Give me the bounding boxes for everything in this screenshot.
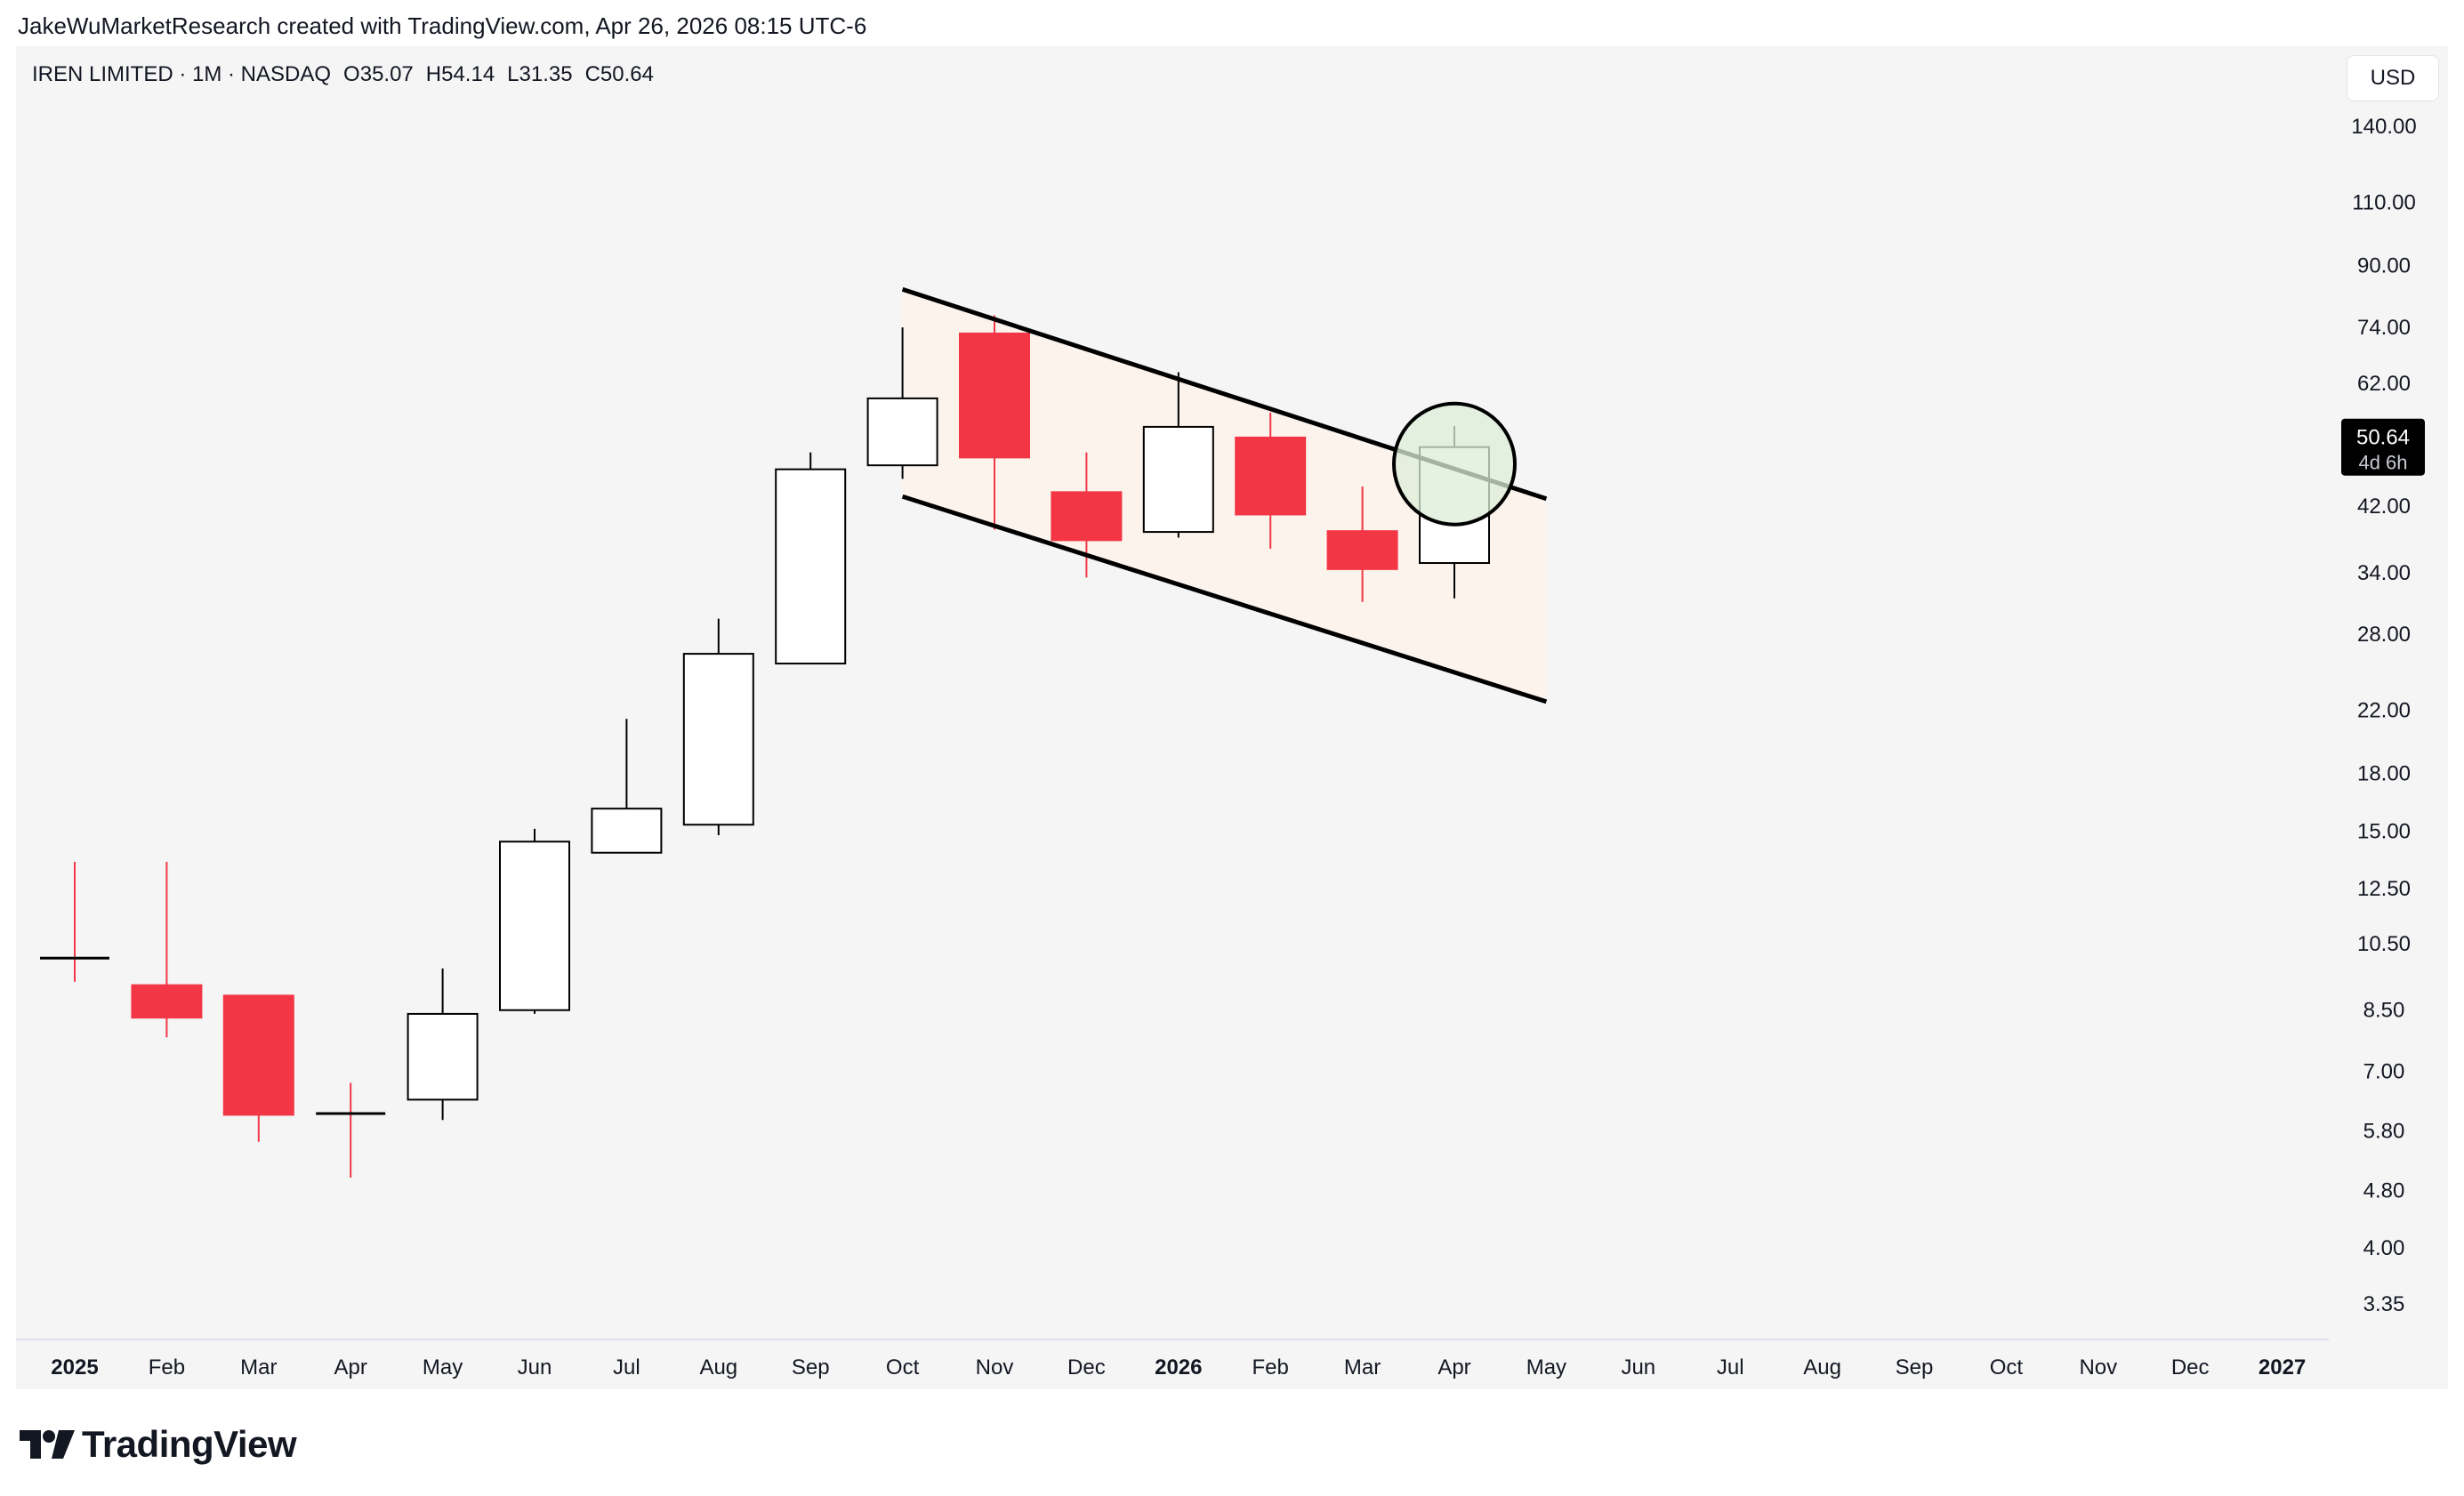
y-tick-label: 34.00: [2357, 561, 2411, 585]
candle-body-up: [499, 840, 570, 1011]
highlight-circle: [1392, 401, 1517, 527]
x-tick-label: Nov: [2079, 1355, 2117, 1379]
x-tick-label: 2025: [51, 1355, 98, 1379]
x-axis: 2025 Feb Mar Apr May Jun Jul Aug Sep Oct Nov Dec 202…: [16, 1339, 2329, 1379]
candle: [1051, 452, 1123, 578]
candle-body-down: [1235, 436, 1307, 516]
y-tick-label: 3.35: [2363, 1292, 2405, 1316]
x-tick-label: Aug: [1803, 1355, 1841, 1379]
currency-selector[interactable]: USD: [2347, 55, 2439, 101]
y-tick-label: 4.80: [2363, 1178, 2405, 1202]
candle: [682, 618, 754, 836]
y-tick-label: 10.50: [2357, 932, 2411, 956]
legend-symbol: IREN LIMITED · 1M · NASDAQ: [32, 62, 332, 86]
x-tick-label: May: [423, 1355, 463, 1379]
x-tick-label: Apr: [334, 1355, 367, 1379]
candle: [407, 968, 479, 1121]
candle-body-up: [775, 468, 847, 665]
candle: [591, 719, 663, 854]
y-tick-label: 140.00: [2351, 115, 2416, 139]
candle: [959, 315, 1030, 530]
x-tick-label: Dec: [2171, 1355, 2210, 1379]
y-tick-label: 110.00: [2352, 191, 2416, 215]
candles-layer: [40, 315, 1490, 1178]
x-tick-label: Jul: [613, 1355, 640, 1379]
candle-body-down: [1326, 530, 1398, 570]
x-tick-label: May: [1526, 1355, 1566, 1379]
candle: [131, 862, 203, 1038]
x-tick-label: 2026: [1155, 1355, 1202, 1379]
y-tick-label: 18.00: [2357, 762, 2411, 786]
candle: [499, 828, 570, 1014]
chart-panel[interactable]: [16, 46, 2448, 1389]
x-tick-label: Aug: [699, 1355, 737, 1379]
y-tick-label: 8.50: [2363, 999, 2405, 1023]
price-badge-value: 50.64: [2356, 426, 2410, 450]
channel-lower-line: [901, 494, 1548, 704]
candle-body-down: [959, 332, 1030, 459]
y-tick-label: 74.00: [2357, 316, 2411, 340]
chart-credit: JakeWuMarketResearch created with Tradin…: [18, 12, 867, 39]
x-tick-label: Nov: [976, 1355, 1014, 1379]
price-badge-bg: [2341, 418, 2425, 476]
x-tick-label: Apr: [1437, 1355, 1470, 1379]
channel-fill: [902, 289, 1547, 702]
legend-close: C50.64: [584, 62, 654, 86]
y-tick-label: 12.50: [2357, 877, 2411, 901]
candle-body-up: [682, 653, 754, 826]
candle-body-down: [222, 994, 294, 1116]
legend-low: L31.35: [507, 62, 573, 86]
y-tick-label: 4.00: [2363, 1236, 2405, 1260]
candle-body-up: [1142, 425, 1214, 534]
candle-body-down: [1051, 491, 1123, 542]
channel-layer: [902, 289, 1547, 702]
y-tick-label: 62.00: [2357, 372, 2411, 396]
tradingview-brand[interactable]: TradingView: [20, 1421, 297, 1468]
y-tick-label: 42.00: [2357, 495, 2411, 519]
x-tick-label: Jul: [1717, 1355, 1744, 1379]
x-tick-label: Mar: [240, 1355, 277, 1379]
legend-high: H54.14: [425, 62, 495, 86]
x-tick-label: Feb: [149, 1355, 185, 1379]
candle-body-up: [407, 1012, 479, 1101]
x-tick-label: Jun: [518, 1355, 552, 1379]
x-tick-label: 2027: [2259, 1355, 2306, 1379]
candle: [1235, 412, 1307, 549]
candle: [316, 1082, 386, 1178]
x-tick-label: Sep: [1896, 1355, 1934, 1379]
legend-open: O35.07: [343, 62, 414, 86]
y-axis: 3.35 4.00 4.80 5.80 7.00 8.50 10.50 12.50 15.00 1…: [2351, 115, 2416, 1316]
y-tick-label: 15.00: [2357, 819, 2411, 843]
symbol-legend: IREN LIMITED · 1M · NASDAQ O35.07 H54.14 L3…: [32, 62, 666, 87]
candle: [1142, 372, 1214, 538]
x-tick-label: Oct: [1990, 1355, 2024, 1379]
y-tick-label: 5.80: [2363, 1119, 2405, 1143]
x-tick-label: Mar: [1344, 1355, 1381, 1379]
x-tick-label: Sep: [792, 1355, 830, 1379]
x-tick-label: Feb: [1252, 1355, 1289, 1379]
candle: [1326, 486, 1398, 602]
x-tick-label: Dec: [1067, 1355, 1106, 1379]
candle-body-down: [131, 984, 203, 1019]
candle: [866, 327, 938, 479]
x-tick-label: Oct: [886, 1355, 920, 1379]
candle-body-up: [591, 808, 663, 854]
y-tick-label: 22.00: [2357, 698, 2411, 722]
candle: [222, 994, 294, 1142]
y-tick-label: 28.00: [2357, 623, 2411, 647]
price-badge-countdown: 4d 6h: [2358, 452, 2407, 474]
annotation-layer: [901, 286, 1548, 704]
y-tick-label: 90.00: [2357, 254, 2411, 278]
x-tick-label: Jun: [1621, 1355, 1655, 1379]
candle: [775, 452, 847, 665]
candle-body-up: [866, 397, 938, 467]
tradingview-logo-icon: [20, 1430, 75, 1459]
y-tick-label: 7.00: [2363, 1060, 2405, 1084]
brand-name: TradingView: [82, 1423, 297, 1465]
candle: [40, 862, 109, 982]
